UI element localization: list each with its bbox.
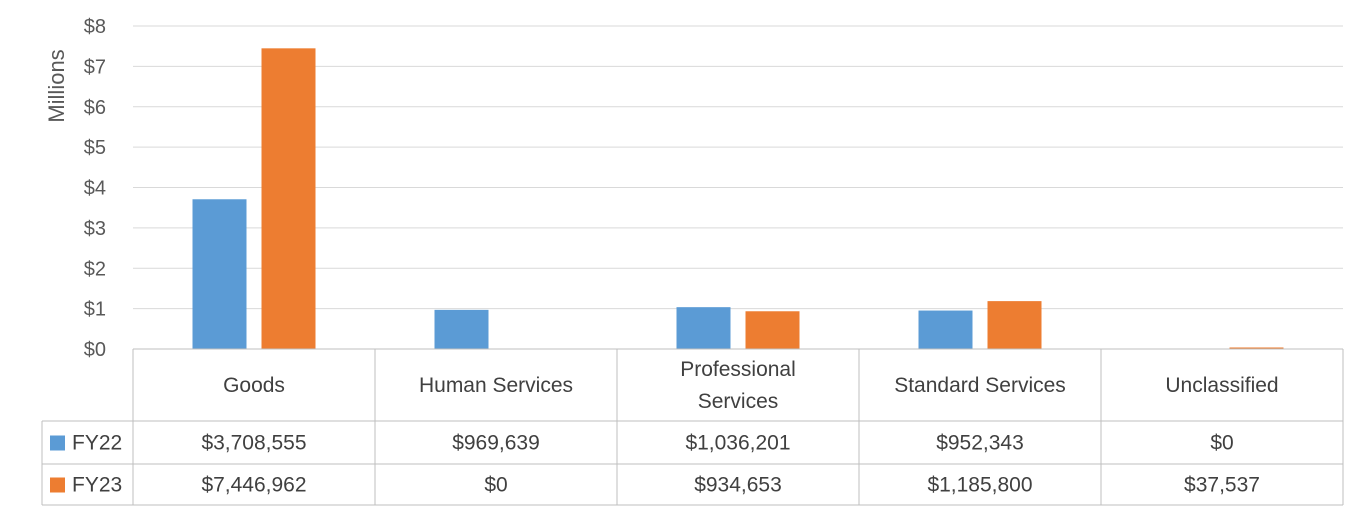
legend-label: FY22 bbox=[72, 432, 122, 455]
bar-fy23 bbox=[745, 311, 800, 349]
data-table-value: $969,639 bbox=[452, 432, 540, 455]
y-tick-label: $2 bbox=[84, 258, 106, 280]
y-axis-title: Millions bbox=[44, 49, 69, 122]
bar-fy23 bbox=[987, 301, 1042, 349]
legend-key-fy22 bbox=[50, 435, 65, 451]
y-tick-label: $0 bbox=[84, 339, 106, 361]
y-tick-label: $4 bbox=[84, 178, 106, 200]
category-label: Goods bbox=[223, 374, 285, 397]
category-label: Services bbox=[698, 390, 779, 413]
y-tick-label: $5 bbox=[84, 137, 106, 159]
y-tick-label: $1 bbox=[84, 299, 106, 321]
data-table-value: $934,653 bbox=[694, 474, 782, 497]
data-table-value: $1,036,201 bbox=[685, 432, 790, 455]
bar-fy22 bbox=[434, 309, 489, 349]
data-table-value: $3,708,555 bbox=[201, 432, 306, 455]
data-table-value: $1,185,800 bbox=[927, 474, 1032, 497]
data-table-value: $7,446,962 bbox=[201, 474, 306, 497]
bar-fy23 bbox=[1229, 347, 1284, 349]
data-table-value: $37,537 bbox=[1184, 474, 1260, 497]
data-table-value: $0 bbox=[1210, 432, 1233, 455]
bar-fy22 bbox=[192, 199, 247, 349]
bar-fy22 bbox=[676, 307, 731, 349]
bar-fy22 bbox=[918, 310, 973, 349]
y-tick-label: $7 bbox=[84, 56, 106, 78]
y-tick-label: $6 bbox=[84, 97, 106, 119]
bar-fy23 bbox=[261, 48, 316, 349]
legend-key-fy23 bbox=[50, 477, 65, 493]
y-tick-label: $3 bbox=[84, 218, 106, 240]
data-table-value: $952,343 bbox=[936, 432, 1024, 455]
category-label: Human Services bbox=[419, 374, 573, 397]
legend-label: FY23 bbox=[72, 474, 122, 497]
data-table-value: $0 bbox=[484, 474, 507, 497]
category-label: Standard Services bbox=[894, 374, 1066, 397]
category-label: Unclassified bbox=[1165, 374, 1278, 397]
category-label: Professional bbox=[680, 358, 796, 381]
y-tick-label: $8 bbox=[84, 16, 106, 38]
